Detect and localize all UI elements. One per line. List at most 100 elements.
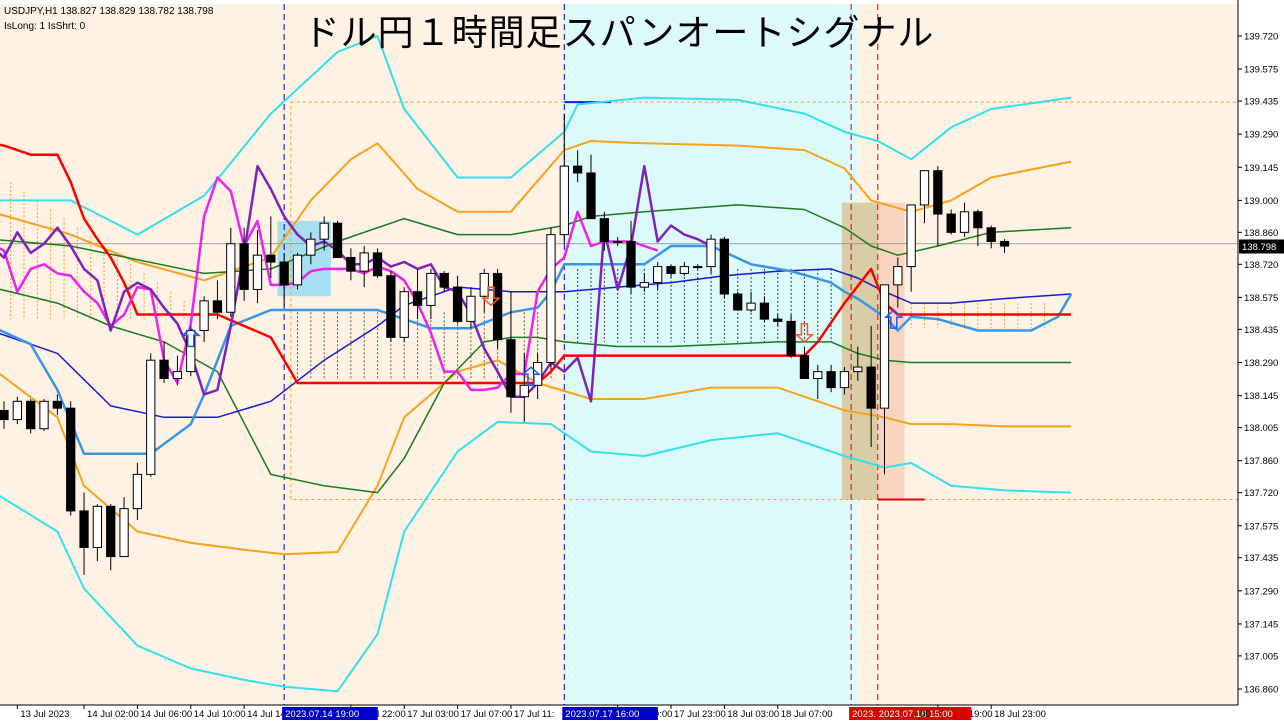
candle — [893, 257, 903, 308]
range-box — [290, 101, 1239, 500]
price-tick-label: 139.435 — [1244, 97, 1278, 108]
time-marker-label: 2023.07.18 15:00 — [879, 709, 953, 720]
candle — [199, 296, 209, 342]
candle-body — [292, 254, 303, 286]
candle — [773, 314, 783, 326]
time-tick-label: 17 Jul 03:00 — [407, 709, 459, 720]
candle — [519, 353, 529, 422]
candle-body — [733, 293, 743, 311]
price-tick-label: 137.435 — [1244, 553, 1278, 564]
candle — [826, 364, 836, 393]
candle-body — [879, 284, 890, 409]
time-marker-badge — [875, 707, 972, 720]
chart-title: ドル円１時間足スパンオートシグナル — [303, 13, 935, 54]
candle-body — [252, 254, 263, 290]
candle — [946, 209, 956, 235]
time-tick-label: 17 Jul 11: — [514, 709, 555, 720]
candle-body — [492, 272, 503, 341]
candle-body — [986, 227, 996, 242]
candle — [346, 248, 356, 281]
series-cyan_lower — [0, 420, 1072, 693]
candle-body — [919, 170, 930, 206]
candle-body — [332, 222, 343, 258]
candle — [266, 216, 276, 279]
candle — [66, 401, 76, 516]
series-orange_lower — [0, 359, 1072, 556]
candle — [119, 497, 129, 558]
series-magenta_a — [0, 176, 566, 392]
candle — [52, 394, 62, 416]
candle-body — [52, 400, 62, 409]
candle-body — [853, 366, 863, 373]
candle — [106, 504, 116, 571]
candle — [306, 232, 316, 265]
candle-body — [26, 400, 36, 430]
candle-body — [132, 473, 143, 510]
candle-body — [559, 165, 569, 236]
candle — [879, 284, 890, 475]
candle — [426, 268, 436, 320]
candle — [466, 287, 476, 329]
candle-body — [346, 256, 356, 272]
candle — [973, 209, 983, 247]
current-price-badge — [1239, 239, 1284, 254]
candle-body — [653, 266, 663, 284]
candle — [799, 346, 810, 379]
candle — [586, 154, 596, 220]
candle — [12, 396, 22, 425]
time-marker-badge — [562, 707, 658, 720]
candle-body — [573, 165, 583, 174]
candle-body — [626, 240, 636, 288]
candle — [706, 234, 716, 274]
candle — [573, 150, 583, 183]
candle-body — [599, 218, 609, 242]
candle — [319, 216, 329, 251]
signal-arrow-up — [883, 309, 904, 329]
candle-body — [746, 302, 756, 311]
candle-body — [266, 254, 276, 263]
candle-body — [719, 238, 730, 295]
candle — [172, 355, 183, 386]
candle — [679, 262, 690, 276]
price-tick-label: 139.145 — [1244, 163, 1278, 174]
candle — [359, 246, 369, 288]
price-tick-label: 138.005 — [1244, 423, 1278, 434]
candle-body — [319, 222, 329, 240]
price-tick-label: 139.575 — [1244, 65, 1278, 76]
price-tick-label: 139.000 — [1244, 196, 1278, 207]
candle — [719, 236, 730, 299]
candle-body — [212, 300, 223, 313]
candle — [653, 262, 663, 290]
candle — [159, 341, 169, 384]
price-tick-label: 139.290 — [1244, 130, 1278, 141]
candle-body — [186, 330, 196, 373]
candle-body — [706, 238, 716, 268]
candle-body — [39, 400, 49, 430]
candle-body — [786, 320, 796, 357]
current-price-label: 138.798 — [1242, 242, 1276, 253]
candle-body — [426, 272, 436, 306]
candle — [599, 211, 609, 251]
series-red_tenkan — [0, 143, 1072, 385]
time-tick-label: 14 Jul 02:00 — [87, 709, 139, 720]
candle-body — [386, 275, 396, 338]
candle-body — [359, 252, 369, 272]
candle — [733, 291, 743, 311]
candle — [399, 287, 409, 342]
candle-body — [452, 286, 463, 322]
price-tick-label: 138.860 — [1244, 228, 1278, 239]
time-marker-label: 2023.0 — [852, 709, 881, 720]
candle — [746, 291, 756, 313]
candle — [492, 268, 503, 349]
candle — [239, 227, 249, 301]
time-tick-label: 14 Jul 22:00 — [354, 709, 406, 720]
candle-body — [479, 272, 489, 297]
candle — [506, 291, 516, 413]
candle-body — [412, 291, 423, 306]
candle — [0, 401, 9, 429]
candle — [666, 264, 676, 279]
price-tick-label: 137.290 — [1244, 586, 1278, 597]
symbol-header: USDJPY,H1 138.827 138.829 138.782 138.79… — [4, 6, 214, 17]
time-marker-label: 00 — [920, 709, 931, 720]
